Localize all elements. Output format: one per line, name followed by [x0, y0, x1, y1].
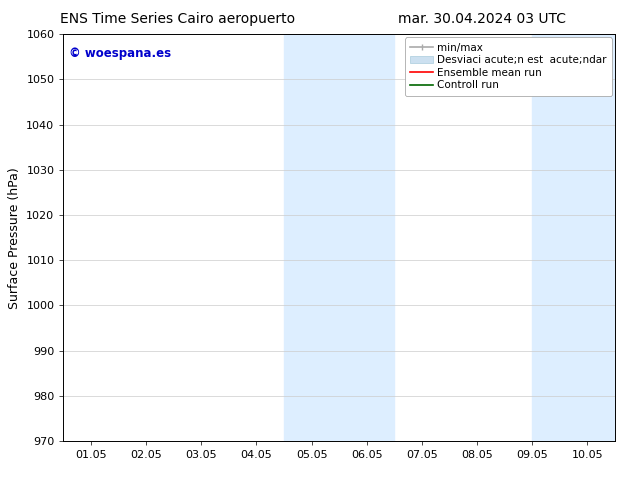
Text: mar. 30.04.2024 03 UTC: mar. 30.04.2024 03 UTC	[398, 12, 566, 26]
Bar	[533, 34, 615, 441]
Bar	[284, 34, 394, 441]
Y-axis label: Surface Pressure (hPa): Surface Pressure (hPa)	[8, 167, 21, 309]
Legend: min/max, Desviaci acute;n est  acute;ndar, Ensemble mean run, Controll run: min/max, Desviaci acute;n est acute;ndar…	[405, 37, 612, 96]
Text: © woespana.es: © woespana.es	[69, 47, 171, 59]
Text: ENS Time Series Cairo aeropuerto: ENS Time Series Cairo aeropuerto	[60, 12, 295, 26]
